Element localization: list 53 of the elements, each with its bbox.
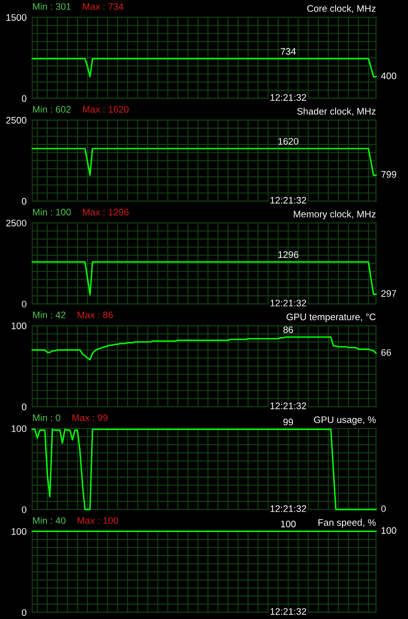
text: Max : 99 bbox=[72, 414, 108, 422]
chart-title: GPU usage, % bbox=[314, 416, 376, 425]
x-tick-label: 12:21:32 bbox=[270, 608, 306, 615]
data-label: 100 bbox=[281, 520, 296, 528]
chart-title: GPU temperature, °C bbox=[286, 314, 376, 322]
line-series bbox=[32, 428, 377, 510]
y-tick-label: 2500 bbox=[6, 220, 26, 226]
x-tick-label: 12:21:32 bbox=[270, 300, 306, 306]
line-series bbox=[32, 336, 377, 360]
data-label: 99 bbox=[283, 418, 293, 426]
text: Min : 0 bbox=[33, 414, 60, 422]
data-label: 86 bbox=[283, 326, 294, 334]
text: Min : 42 bbox=[33, 311, 66, 318]
data-label: 66 bbox=[381, 349, 391, 356]
text: Min : 301 bbox=[33, 2, 71, 10]
chart-title: Core clock, MHz bbox=[307, 4, 376, 13]
text: Max : 86 bbox=[78, 312, 113, 318]
data-label: 799 bbox=[381, 171, 396, 178]
data-label: 734 bbox=[280, 48, 296, 55]
line-series bbox=[32, 58, 377, 78]
y-tick-label: 1500 bbox=[6, 14, 26, 21]
y-tick-label: 2500 bbox=[6, 116, 26, 124]
y-tick-label: 100 bbox=[12, 528, 26, 535]
y-tick-label: 0 bbox=[22, 609, 26, 616]
y-tick-label: 100 bbox=[12, 322, 26, 330]
text: Max : 1296 bbox=[83, 208, 129, 216]
chart-title: Fan speed, % bbox=[318, 518, 376, 528]
text: Max : 1620 bbox=[83, 106, 129, 113]
y-tick-label: 0 bbox=[22, 300, 26, 308]
x-tick-label: 12:21:32 bbox=[270, 402, 306, 410]
text: Max : 100 bbox=[78, 517, 118, 524]
chart-title: Shader clock, MHz bbox=[297, 108, 376, 116]
text: Max : 734 bbox=[83, 3, 124, 10]
x-tick-label: 12:21:32 bbox=[270, 505, 306, 512]
data-label: 1296 bbox=[278, 251, 298, 258]
chart-title: Memory clock, MHz bbox=[294, 210, 376, 220]
y-tick-label: 0 bbox=[22, 404, 26, 410]
text: Min : 40 bbox=[33, 516, 66, 524]
data-label: 100 bbox=[382, 527, 396, 534]
data-label: 0 bbox=[381, 505, 386, 512]
y-tick-label: 100 bbox=[12, 425, 26, 432]
data-label: 400 bbox=[381, 72, 396, 80]
line-series bbox=[32, 148, 377, 176]
y-tick-label: 0 bbox=[22, 95, 26, 102]
x-tick-label: 12:21:32 bbox=[270, 196, 306, 204]
data-label: 297 bbox=[381, 290, 396, 297]
text: Min : 100 bbox=[33, 208, 71, 216]
x-tick-label: 12:21:32 bbox=[270, 94, 306, 101]
text: Min : 602 bbox=[33, 106, 71, 113]
y-tick-label: 0 bbox=[22, 198, 26, 205]
y-tick-label: 0 bbox=[22, 506, 26, 514]
data-label: 1620 bbox=[278, 138, 298, 145]
line-series bbox=[32, 261, 377, 296]
